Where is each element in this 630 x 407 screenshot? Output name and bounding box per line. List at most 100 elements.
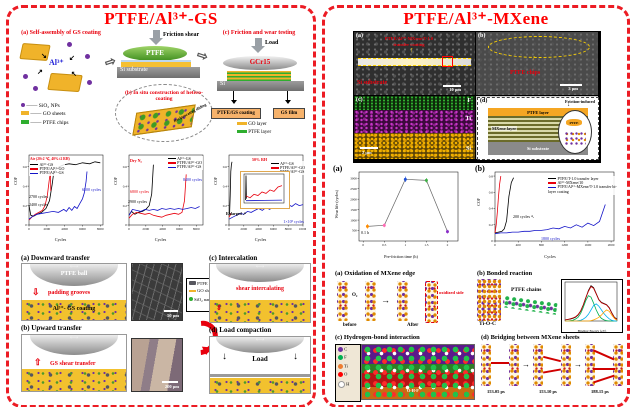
annotation: 200 cycles ↖ <box>513 214 535 219</box>
legend-go: GO sheets <box>42 111 66 118</box>
sem-b-tag: (b) <box>478 33 486 39</box>
step-a-label: (a) Self-assembly of GS coating <box>21 30 101 36</box>
sio2-np <box>23 74 28 79</box>
atom-label: O <box>344 371 348 377</box>
o-atom-swatch <box>338 372 343 378</box>
eds-f-label: F <box>467 98 471 104</box>
svg-text:2000: 2000 <box>240 227 247 231</box>
ptfe-ball-art: ⟷ PTFE ball <box>30 264 118 286</box>
scalebar-label: 200 μm <box>164 384 179 389</box>
legend-label: PTFE/Al³⁺-GO <box>280 164 305 170</box>
mxene-column <box>561 344 571 386</box>
ptfe-chips-label: PTFE chips <box>510 70 541 76</box>
svg-text:0.4: 0.4 <box>23 184 28 188</box>
after-label: After <box>407 323 419 328</box>
gs-coating-bar <box>227 71 291 81</box>
left-panel: PTFE/Al³⁺-GS (a) Self-assembly of GS coa… <box>6 5 316 407</box>
svg-text:0: 0 <box>491 239 493 243</box>
chart-legend: Al³⁺-GS PTFE/Al³⁺-GO PTFE/Al³⁺-GS <box>166 156 203 171</box>
scalebar <box>360 147 378 149</box>
scalebar-label: 2 μm <box>362 150 372 156</box>
scalebar-label: 3 μm <box>568 86 578 92</box>
down-arrow-icon: ⇩ <box>32 287 40 297</box>
scalebar <box>162 381 178 383</box>
ptfe-chain-art <box>502 295 558 315</box>
bridge-bond <box>593 374 615 384</box>
al-ion-label: Al³⁺ <box>49 58 64 67</box>
sio2-swatch <box>189 296 193 301</box>
padding-grooves-label: padding grooves <box>48 290 91 296</box>
mxene-column <box>337 281 348 321</box>
bond-art <box>564 131 586 145</box>
eds-f-layer <box>354 96 475 110</box>
svg-text:0: 0 <box>125 223 127 227</box>
gs-coating-art: ⇕ <box>210 300 310 322</box>
yellow-arrow-icon: ↑ <box>530 53 537 63</box>
block-arrow-icon: ⇨ <box>195 46 211 65</box>
interface-bar <box>210 374 310 377</box>
zoom-region-box <box>442 56 453 67</box>
platelet-art <box>132 104 196 136</box>
yellow-arrow-icon: ↑ <box>410 46 414 54</box>
y-axis-label: Wear life (cycles) <box>334 190 339 219</box>
ptfe-layer-swatch <box>237 130 247 133</box>
svg-text:500: 500 <box>352 229 357 233</box>
gcr15-ball: GCr15 <box>223 56 297 70</box>
left-mechanism: (a) Downward transfer ⟷ PTFE ball ⇩ padd… <box>13 254 311 402</box>
inset-plot-frame <box>240 171 290 209</box>
cof-mxene-plot: 0 400 800 1200 1600 2000 0 0.2 0.4 0.6 0.8 <box>489 171 615 247</box>
svg-text:6000: 6000 <box>176 227 183 231</box>
legend-swatch <box>30 172 38 175</box>
sem-a: (a) PTFE/Al³⁺-MXene/T-1.0 transfer coatin… <box>354 32 475 95</box>
arrow-icon: → <box>381 295 390 305</box>
legend-label: PTFE/Al³⁺-GO <box>177 159 202 165</box>
svg-text:2: 2 <box>447 243 449 247</box>
subfig-a-tag: (a) <box>333 164 343 173</box>
ptfe-swatch <box>21 119 29 124</box>
legend-ptfe: PTFE chips <box>42 119 69 126</box>
atom-label: F <box>344 355 347 360</box>
mxene-column <box>585 344 595 386</box>
svg-text:1200: 1200 <box>561 243 568 247</box>
x-axis-label: Cycles <box>54 237 67 242</box>
legend-swatch <box>548 186 556 189</box>
legend-label: PTFE/Al³⁺-GO <box>39 165 65 171</box>
chart-title: Dry N₂ <box>130 158 142 163</box>
gs-coating-art <box>210 378 310 393</box>
self-assembly-legend: —— SiO₂ NPs —— GO sheets —— PTFE chips <box>21 102 109 138</box>
svg-text:3000: 3000 <box>350 176 357 180</box>
svg-text:6000: 6000 <box>79 227 86 231</box>
svg-text:1000: 1000 <box>350 218 357 222</box>
svg-text:0: 0 <box>494 243 496 247</box>
legend-label: PTFE chips <box>197 281 219 286</box>
go-layer-swatch <box>237 122 247 125</box>
double-arrow-icon: ⟷ <box>255 337 265 343</box>
bridge-bond <box>491 362 509 364</box>
mxene-column <box>509 344 519 386</box>
svg-text:400: 400 <box>516 243 521 247</box>
legend-label: PTFE/Al³⁺-GS <box>39 170 64 176</box>
sio2-np <box>33 86 38 91</box>
mxene-column <box>397 281 408 321</box>
left-panel-title: PTFE/Al³⁺-GS <box>104 9 218 28</box>
legend-label: Al³⁺-GS <box>39 161 54 167</box>
sem-grid: (a) PTFE/Al³⁺-MXene/T-1.0 transfer coatin… <box>353 31 601 163</box>
mxene-column <box>533 344 543 386</box>
schematic-d-frame: (d) Friction-induced ↓ PTFE layer MXene … <box>477 97 599 160</box>
mxene-column-oxidized <box>425 281 438 323</box>
legend-label: PTFE/Al³⁺-GS <box>177 164 202 170</box>
chart-title: Air (20±2 ℃, 40%±2 RH) <box>30 157 70 161</box>
step-b-label: (b) In situ construction of hetero-coati… <box>125 90 203 103</box>
wear-life-chart: (a) Wear life (cycles) 0 0.5 1 1.5 2 500 1000 1… <box>331 164 471 268</box>
atom-label: C <box>344 346 348 352</box>
svg-text:0.4: 0.4 <box>223 184 228 188</box>
legend-sio2: SiO₂ NPs <box>38 103 60 109</box>
arrow-icon: → <box>574 360 582 369</box>
svg-text:1600: 1600 <box>584 243 591 247</box>
chart-title: 50% RH <box>252 157 267 162</box>
bridge-bond <box>593 349 615 361</box>
hetero-coating-inset: (b) In situ construction of hetero-coati… <box>115 84 213 142</box>
svg-text:2000: 2000 <box>350 197 357 201</box>
svg-text:2000: 2000 <box>43 227 50 231</box>
